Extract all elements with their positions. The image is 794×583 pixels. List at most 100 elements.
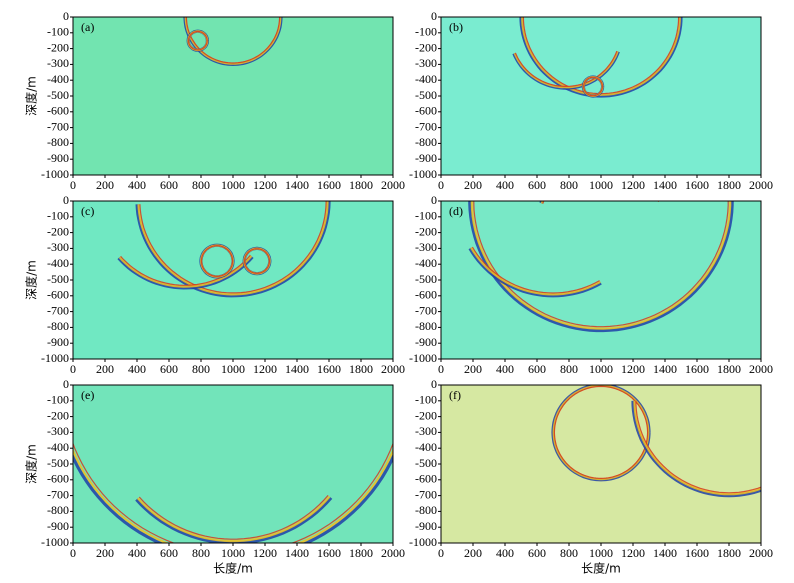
y-tick-label: -800 — [47, 319, 69, 333]
wavefield-image — [73, 201, 393, 359]
y-tick-label: -1000 — [41, 351, 69, 365]
y-tick-label: -400 — [415, 256, 437, 270]
panel-label: (f) — [449, 388, 461, 402]
wavefield-image — [441, 201, 761, 359]
x-tick-label: 1200 — [621, 546, 645, 560]
wavefront — [633, 400, 761, 496]
x-tick-label: 800 — [560, 362, 578, 376]
x-tick-label: 400 — [128, 546, 146, 560]
y-tick-label: -200 — [415, 408, 437, 422]
panel: (c) 0 -100-200 -300 -400 -500 -600-700 -800 -900… — [24, 193, 406, 376]
x-tick-label: 1600 — [685, 362, 709, 376]
wavefront — [73, 441, 393, 543]
wavefronts — [468, 201, 734, 333]
y-tick-label: -400 — [415, 440, 437, 454]
x-tick-label: 1400 — [285, 178, 309, 192]
wavefront — [137, 201, 329, 296]
wavefront — [514, 50, 618, 87]
x-tick-label: 1600 — [317, 362, 341, 376]
y-tick-label: 0 — [431, 9, 437, 23]
y-tick-label: -500 — [415, 456, 437, 470]
x-tick-label: 200 — [464, 546, 482, 560]
y-tick-label: -100 — [47, 209, 69, 223]
y-tick-label: -800 — [415, 135, 437, 149]
y-tick-label: -700 — [47, 303, 69, 317]
wavefront — [521, 17, 681, 96]
x-tick-label: 400 — [496, 178, 514, 192]
y-tick-label: -900 — [47, 519, 69, 533]
x-tick-label: 400 — [496, 362, 514, 376]
y-tick-label: -300 — [415, 56, 437, 70]
x-tick-label: 2000 — [749, 178, 773, 192]
panel: (b) 0 -100-200 -300 -400 -500 -600-700 -800 -900… — [409, 9, 773, 192]
wavefronts — [512, 17, 683, 98]
y-tick-label: -800 — [415, 503, 437, 517]
y-tick-label: 0 — [431, 377, 437, 391]
x-tick-label: 1800 — [349, 178, 373, 192]
x-tick-label: 1000 — [221, 178, 245, 192]
x-tick-label: 1400 — [285, 546, 309, 560]
y-tick-label: -800 — [415, 319, 437, 333]
x-tick-label: 2000 — [381, 546, 405, 560]
x-tick-label: 1400 — [653, 546, 677, 560]
y-axis-label: 深度/m — [24, 260, 39, 300]
y-tick-label: -600 — [415, 288, 437, 302]
y-axis-label: 深度/m — [24, 76, 39, 116]
wavefront — [135, 201, 331, 298]
x-tick-label: 1200 — [253, 546, 277, 560]
wavefronts — [551, 305, 794, 535]
wavefront — [471, 246, 600, 294]
x-tick-label: 1000 — [589, 362, 613, 376]
y-tick-label: -600 — [47, 472, 69, 486]
x-tick-label: 800 — [192, 546, 210, 560]
x-tick-label: 0 — [70, 178, 76, 192]
x-tick-label: 1400 — [653, 362, 677, 376]
y-tick-label: -600 — [47, 104, 69, 118]
wavefront — [779, 306, 794, 532]
y-tick-label: -200 — [47, 224, 69, 238]
wavefront — [468, 247, 602, 298]
y-tick-label: -1000 — [409, 351, 437, 365]
wavefront — [187, 30, 208, 51]
wavefront — [519, 17, 683, 98]
panel-label: (a) — [81, 20, 94, 34]
y-tick-label: -500 — [415, 272, 437, 286]
x-tick-label: 600 — [160, 546, 178, 560]
x-tick-label: 0 — [70, 362, 76, 376]
y-tick-label: -100 — [47, 25, 69, 39]
y-tick-label: -300 — [47, 424, 69, 438]
x-tick-label: 1800 — [349, 362, 373, 376]
wavefield-image — [73, 17, 393, 175]
y-tick-label: -400 — [47, 440, 69, 454]
y-tick-label: -100 — [415, 209, 437, 223]
x-tick-label: 1800 — [717, 546, 741, 560]
y-tick-label: -800 — [47, 503, 69, 517]
panel: (e) 0 -100-200 -300 -400 -500 -600-700 -800 -900… — [24, 377, 406, 576]
x-axis-label: 长度/m — [581, 561, 621, 576]
wavefront — [120, 254, 251, 286]
x-tick-label: 200 — [464, 362, 482, 376]
x-tick-label: 0 — [70, 546, 76, 560]
wavefront — [470, 201, 732, 330]
panel: (a) 0 -100-200 -300 -400 -500 -600-700 -800 -900… — [24, 9, 406, 192]
y-tick-label: 0 — [63, 193, 69, 207]
y-tick-label: -300 — [47, 56, 69, 70]
x-tick-label: 800 — [560, 546, 578, 560]
y-tick-label: -900 — [415, 519, 437, 533]
panel-label: (e) — [81, 388, 94, 402]
wavefront — [139, 201, 327, 294]
wavefront — [782, 305, 794, 535]
y-tick-label: -600 — [415, 104, 437, 118]
panel-label: (b) — [449, 20, 463, 34]
x-tick-label: 2000 — [749, 362, 773, 376]
y-tick-label: -1000 — [41, 167, 69, 181]
y-tick-label: -400 — [47, 256, 69, 270]
y-tick-label: -400 — [415, 72, 437, 86]
wavefront — [138, 494, 329, 540]
x-tick-label: 1800 — [717, 362, 741, 376]
wavefront — [468, 201, 734, 333]
y-tick-label: -700 — [415, 119, 437, 133]
wavefront — [244, 248, 270, 274]
x-tick-label: 1800 — [717, 178, 741, 192]
x-tick-label: 1000 — [221, 546, 245, 560]
